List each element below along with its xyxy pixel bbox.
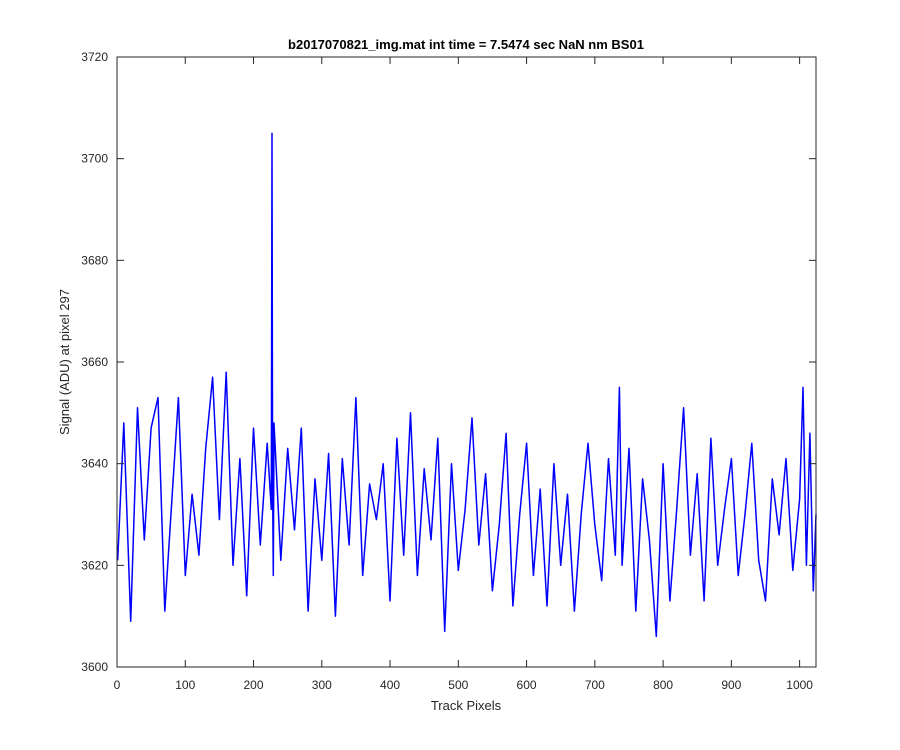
y-tick-label: 3700 bbox=[81, 152, 108, 166]
y-tick-label: 3600 bbox=[81, 660, 108, 674]
x-tick-label: 200 bbox=[244, 678, 264, 692]
x-tick-label: 100 bbox=[175, 678, 195, 692]
plot-area bbox=[117, 57, 816, 667]
y-axis-label: Signal (ADU) at pixel 297 bbox=[57, 289, 72, 435]
y-tick-label: 3660 bbox=[81, 355, 108, 369]
x-tick-label: 800 bbox=[653, 678, 673, 692]
x-tick-label: 900 bbox=[721, 678, 741, 692]
y-tick-label: 3640 bbox=[81, 457, 108, 471]
x-axis-label: Track Pixels bbox=[431, 698, 502, 713]
x-tick-label: 1000 bbox=[786, 678, 813, 692]
tick-layer: 0 100 200 300 400 500 600 700 800 900 1000 3600 3620… bbox=[81, 50, 816, 692]
y-tick-label: 3720 bbox=[81, 50, 108, 64]
series-layer bbox=[116, 132, 817, 638]
chart-title: b2017070821_img.mat int time = 7.5474 se… bbox=[288, 37, 644, 52]
y-tick-label: 3620 bbox=[81, 558, 108, 572]
x-tick-label: 500 bbox=[448, 678, 468, 692]
x-tick-label: 600 bbox=[517, 678, 537, 692]
y-tick-label: 3680 bbox=[81, 253, 108, 267]
x-tick-label: 400 bbox=[380, 678, 400, 692]
series-line bbox=[116, 132, 817, 638]
axes-box bbox=[116, 56, 817, 668]
x-tick-label: 300 bbox=[312, 678, 332, 692]
x-tick-label: 0 bbox=[114, 678, 121, 692]
x-tick-label: 700 bbox=[585, 678, 605, 692]
